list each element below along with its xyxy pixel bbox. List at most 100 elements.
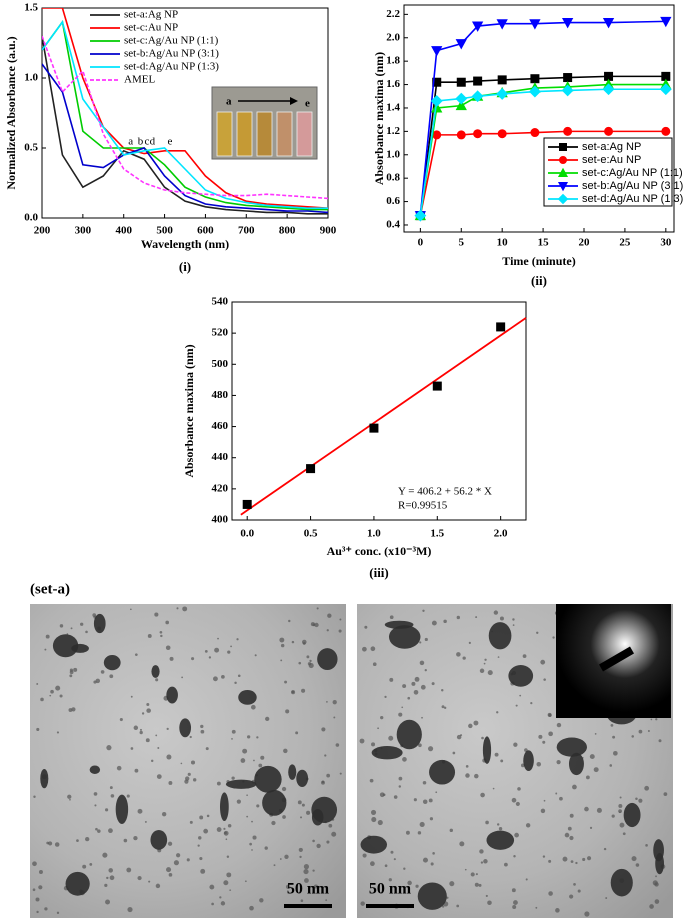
particle (569, 835, 574, 841)
particle (384, 620, 414, 629)
marker (432, 77, 442, 87)
particle (456, 615, 460, 620)
panel-label: (i) (179, 259, 191, 274)
particle (85, 836, 90, 842)
particle (217, 637, 219, 640)
particle (456, 904, 460, 908)
x-tick-label: 10 (497, 237, 509, 249)
particle (370, 861, 375, 867)
series-line (42, 63, 328, 214)
particle (189, 820, 193, 824)
particle (585, 775, 590, 780)
particle (548, 731, 553, 737)
particle (401, 706, 404, 709)
particle (470, 872, 475, 877)
particle (389, 615, 394, 620)
marker (563, 73, 573, 83)
marker (430, 95, 443, 107)
marker (559, 143, 567, 151)
particle (312, 869, 315, 872)
particle (511, 888, 516, 893)
particle (68, 708, 73, 712)
particle (256, 736, 259, 739)
y-tick-label: 1.5 (24, 2, 38, 14)
particle (59, 624, 64, 628)
y-tick-label: 400 (212, 514, 229, 526)
particle (200, 724, 204, 729)
particle (285, 709, 290, 714)
particle (398, 712, 403, 717)
particle (288, 764, 297, 780)
particle (371, 746, 403, 760)
particle (190, 760, 196, 765)
marker (557, 193, 569, 205)
particle (214, 647, 220, 653)
particle (166, 727, 169, 731)
particle (55, 685, 61, 691)
y-tick-label: 0.0 (24, 212, 38, 224)
particle (449, 881, 455, 887)
vial (236, 111, 253, 157)
particle (405, 830, 410, 835)
particle (430, 862, 434, 866)
particle (382, 793, 386, 797)
particle (542, 855, 546, 858)
particle (176, 607, 179, 610)
particle (151, 665, 160, 678)
particle (247, 735, 251, 739)
particle (493, 610, 499, 615)
particle (246, 794, 248, 797)
y-tick-label: 0.4 (386, 219, 400, 231)
particle (398, 776, 403, 781)
y-tick-label: 1.8 (386, 55, 400, 67)
particle (65, 871, 90, 896)
y-axis-title: Normalized Absorbance (a.u.) (4, 36, 18, 189)
particle (540, 659, 546, 665)
particle (71, 707, 76, 712)
particle (419, 641, 422, 644)
particle (377, 727, 380, 730)
particle (307, 662, 312, 666)
particle (69, 798, 71, 801)
particle (104, 883, 108, 888)
y-tick-label: 500 (212, 358, 229, 370)
particle (223, 827, 226, 830)
x-tick-label: 5 (459, 237, 465, 249)
particle (468, 641, 471, 644)
particle (93, 792, 98, 796)
particle (465, 773, 470, 778)
particle (316, 607, 319, 610)
marker (242, 499, 252, 509)
fit-line (240, 317, 527, 516)
particle (52, 634, 79, 658)
particle (146, 702, 150, 706)
marker (529, 85, 541, 98)
particle (310, 622, 315, 627)
beam-stop (598, 646, 635, 672)
particle (593, 767, 599, 773)
particle (97, 829, 101, 833)
particle (209, 884, 215, 890)
particle (137, 808, 143, 814)
particle (444, 706, 447, 709)
vial (256, 111, 273, 157)
particle (300, 899, 304, 903)
particle (200, 729, 205, 734)
particle (460, 734, 463, 737)
marker (369, 423, 379, 433)
particle (407, 880, 412, 886)
particle (536, 631, 539, 634)
x-tick-label: 900 (320, 225, 337, 237)
plot-area (42, 8, 328, 215)
particle (249, 842, 252, 846)
particle (76, 839, 79, 842)
particle (582, 857, 586, 862)
particle (402, 684, 407, 689)
particle (126, 867, 132, 873)
x-tick-label: 600 (197, 225, 214, 237)
panel-label: (iii) (369, 565, 389, 580)
particle (622, 832, 626, 836)
particle (465, 765, 469, 768)
particle (364, 625, 368, 629)
